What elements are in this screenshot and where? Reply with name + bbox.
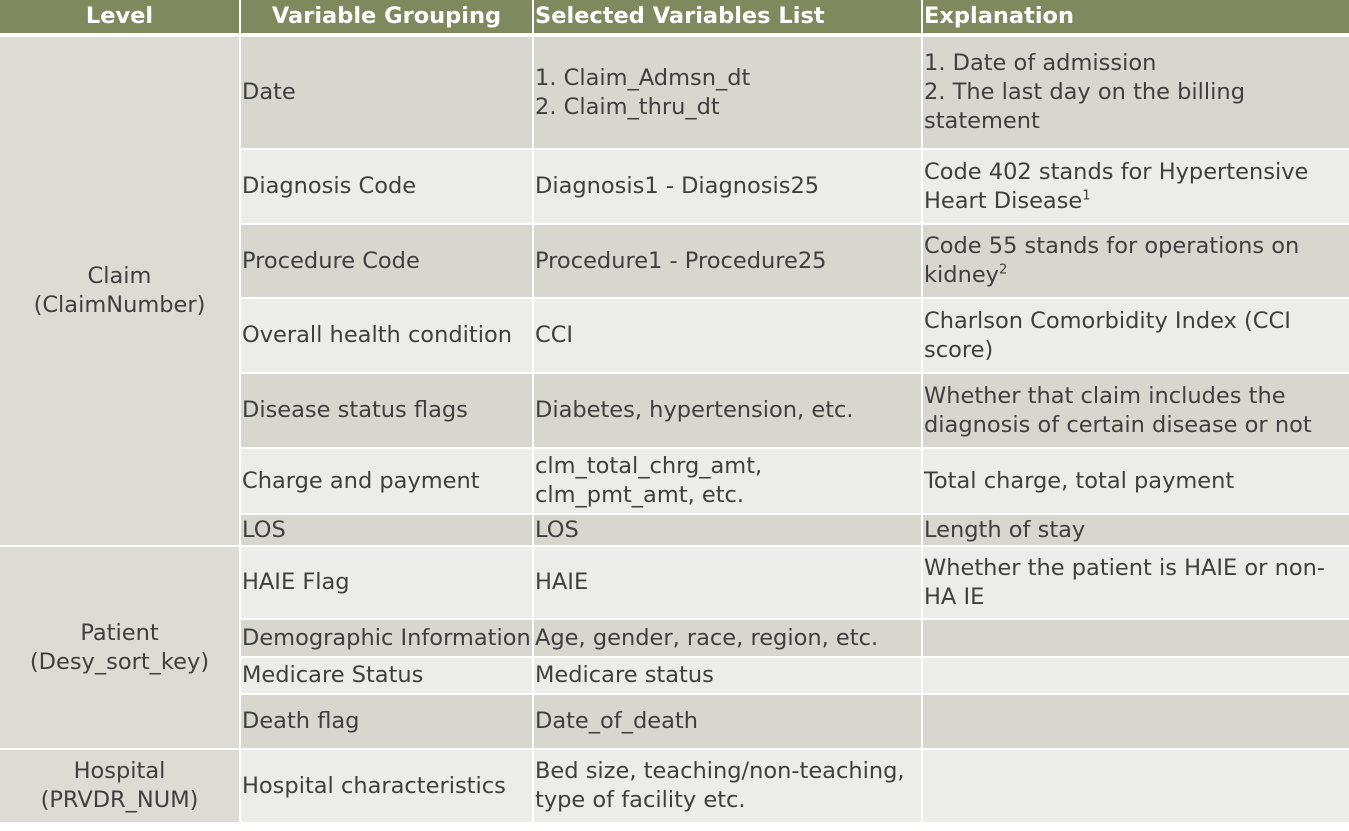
table-row: Patient (Desy_sort_key) HAIE Flag HAIE W…	[0, 547, 1349, 750]
explanation-cell: 1. Date of admission 2. The last day on …	[923, 37, 1349, 150]
variables-cell: HAIE	[534, 547, 923, 620]
header-selected-variables: Selected Variables List	[534, 0, 923, 37]
explanation-cell: Total charge, total payment	[923, 449, 1349, 515]
explanation-cell: Whether the patient is HAIE or non- HA I…	[923, 547, 1349, 620]
grouping-cell: Medicare Status	[241, 658, 534, 695]
level-key: (Desy_sort_key)	[29, 648, 210, 675]
level-name: Hospital	[73, 758, 166, 784]
level-cell-hospital: Hospital (PRVDR_NUM)	[0, 750, 241, 824]
explanation-line: Whether the patient is HAIE or non-	[924, 554, 1325, 581]
explanation-line: Heart Disease1	[924, 187, 1348, 216]
variables-cell: LOS	[534, 515, 923, 547]
table-row: Demographic Information Age, gender, rac…	[0, 620, 1349, 658]
grouping-cell: HAIE Flag	[241, 547, 534, 620]
explanation-line: HA IE	[924, 583, 985, 610]
explanation-cell	[923, 750, 1349, 824]
grouping-cell: Date	[241, 37, 534, 150]
table-row: Medicare Status Medicare status	[0, 658, 1349, 695]
variable-line: 2. Claim_thru_dt	[535, 93, 720, 120]
explanation-cell	[923, 658, 1349, 695]
grouping-cell: Overall health condition	[241, 299, 534, 374]
explanation-line: Code 402 stands for Hypertensive	[924, 158, 1309, 185]
header-variable-grouping: Variable Grouping	[241, 0, 534, 37]
explanation-line: 2. The last day on the billing	[924, 79, 1245, 105]
level-key: (PRVDR_NUM)	[40, 787, 199, 813]
footnote-marker: 1	[1082, 188, 1091, 203]
level-cell-claim: Claim (ClaimNumber)	[0, 37, 241, 547]
variables-cell: Bed size, teaching/non-teaching, type of…	[534, 750, 923, 824]
explanation-cell: Whether that claim includes the diagnosi…	[923, 374, 1349, 449]
level-key: (ClaimNumber)	[33, 292, 206, 318]
explanation-cell: Code 402 stands for Hypertensive Heart D…	[923, 150, 1349, 225]
grouping-cell: Hospital characteristics	[241, 750, 534, 824]
explanation-line: 1. Date of admission	[924, 50, 1157, 76]
grouping-cell: Death flag	[241, 695, 534, 750]
explanation-line: diagnosis of certain disease or not	[924, 411, 1312, 438]
variable-line: clm_total_chrg_amt,	[535, 453, 763, 479]
header-level: Level	[0, 0, 241, 37]
explanation-cell: Code 55 stands for operations on kidney2	[923, 225, 1349, 299]
table-row: Claim (ClaimNumber) Date 1. Claim_Admsn_…	[0, 37, 1349, 547]
explanation-line: statement	[924, 108, 1040, 134]
explanation-cell: Length of stay	[923, 515, 1349, 547]
variable-line: Bed size, teaching/non-teaching,	[535, 758, 905, 784]
grouping-cell: Diagnosis Code	[241, 150, 534, 225]
variable-line: type of facility etc.	[535, 787, 746, 813]
explanation-line: kidney2	[924, 261, 1348, 290]
variables-cell: Date_of_death	[534, 695, 923, 750]
table-row: Death flag Date_of_death	[0, 695, 1349, 750]
variables-cell: Diabetes, hypertension, etc.	[534, 374, 923, 449]
table-row: Disease status flags Diabetes, hypertens…	[0, 374, 1349, 449]
grouping-cell: Disease status flags	[241, 374, 534, 449]
header-row: Level Variable Grouping Selected Variabl…	[0, 0, 1349, 37]
table-row: LOS LOS Length of stay	[0, 515, 1349, 547]
explanation-line: Whether that claim includes the	[924, 382, 1286, 409]
grouping-cell: Procedure Code	[241, 225, 534, 299]
table-row: Procedure Code Procedure1 - Procedure25 …	[0, 225, 1349, 299]
explanation-line: score)	[924, 336, 994, 363]
explanation-line: Charlson Comorbidity Index (CCI	[924, 307, 1291, 334]
explanation-text: Heart Disease	[924, 187, 1083, 214]
explanation-cell: Charlson Comorbidity Index (CCI score)	[923, 299, 1349, 374]
variable-line: clm_pmt_amt, etc.	[535, 482, 745, 508]
explanation-line: Code 55 stands for operations on	[924, 233, 1300, 259]
variables-cell: Procedure1 - Procedure25	[534, 225, 923, 299]
grouping-cell: Demographic Information	[241, 620, 534, 658]
explanation-cell	[923, 695, 1349, 750]
level-cell-patient: Patient (Desy_sort_key)	[0, 547, 241, 750]
level-name: Patient	[80, 619, 159, 646]
footnote-marker: 2	[998, 262, 1008, 278]
table-row: Hospital (PRVDR_NUM) Hospital characteri…	[0, 750, 1349, 824]
table-row: Overall health condition CCI Charlson Co…	[0, 299, 1349, 374]
header-explanation: Explanation	[923, 0, 1349, 37]
variables-cell: CCI	[534, 299, 923, 374]
explanation-cell	[923, 620, 1349, 658]
variables-cell: Age, gender, race, region, etc.	[534, 620, 923, 658]
variable-line: 1. Claim_Admsn_dt	[535, 64, 751, 91]
variables-cell: clm_total_chrg_amt, clm_pmt_amt, etc.	[534, 449, 923, 515]
variables-cell: Medicare status	[534, 658, 923, 695]
variables-cell: 1. Claim_Admsn_dt 2. Claim_thru_dt	[534, 37, 923, 150]
grouping-cell: Charge and payment	[241, 449, 534, 515]
grouping-cell: LOS	[241, 515, 534, 547]
variables-cell: Diagnosis1 - Diagnosis25	[534, 150, 923, 225]
table-row: Charge and payment clm_total_chrg_amt, c…	[0, 449, 1349, 515]
table-row: Diagnosis Code Diagnosis1 - Diagnosis25 …	[0, 150, 1349, 225]
explanation-text: kidney	[924, 262, 999, 288]
level-name: Claim	[87, 263, 152, 289]
